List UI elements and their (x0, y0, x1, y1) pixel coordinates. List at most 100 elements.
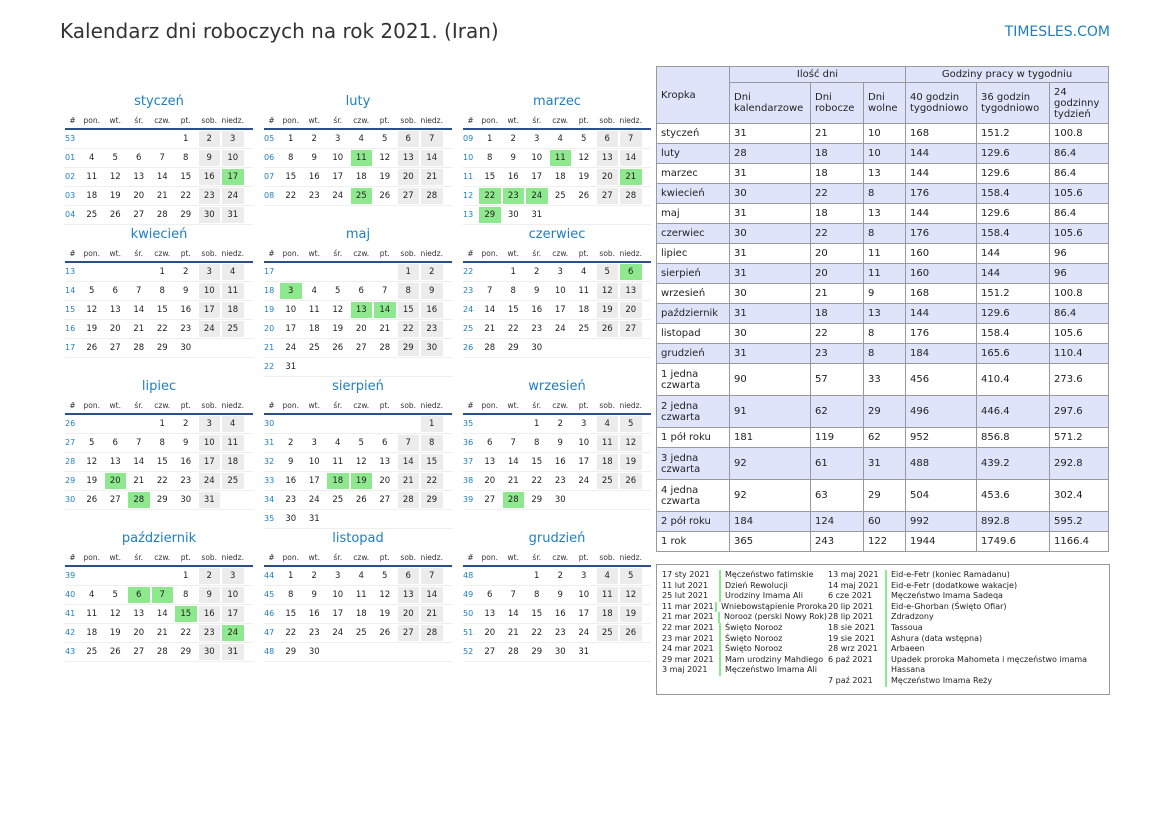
day-cell[interactable]: 9 (198, 587, 220, 603)
day-cell[interactable]: 15 (421, 454, 443, 470)
day-cell[interactable]: 29 (479, 207, 501, 223)
day-cell[interactable]: 1 (534, 419, 540, 429)
day-cell[interactable]: 26 (86, 495, 98, 505)
day-cell[interactable]: 12 (109, 172, 121, 182)
day-cell[interactable]: 30 (554, 495, 566, 505)
day-cell[interactable]: 2 (198, 131, 220, 147)
day-cell[interactable]: 26 (379, 628, 391, 638)
day-cell[interactable]: 17 (308, 476, 320, 486)
day-cell[interactable]: 17 (531, 172, 543, 182)
day-cell[interactable]: 24 (308, 495, 320, 505)
day-cell[interactable]: 30 (180, 343, 192, 353)
day-cell[interactable]: 15 (180, 172, 192, 182)
day-cell[interactable]: 21 (620, 169, 642, 185)
day-cell[interactable]: 22 (156, 324, 168, 334)
day-cell[interactable]: 13 (109, 305, 121, 315)
day-cell[interactable]: 4 (596, 568, 618, 584)
day-cell[interactable]: 16 (554, 609, 566, 619)
day-cell[interactable]: 10 (198, 435, 220, 451)
day-cell[interactable]: 4 (335, 438, 341, 448)
day-cell[interactable]: 11 (355, 590, 367, 600)
day-cell[interactable]: 24 (285, 343, 297, 353)
day-cell[interactable]: 11 (86, 609, 98, 619)
day-cell[interactable]: 18 (554, 172, 566, 182)
day-cell[interactable]: 29 (507, 343, 519, 353)
day-cell[interactable]: 18 (222, 454, 244, 470)
day-cell[interactable]: 26 (379, 191, 391, 201)
day-cell[interactable]: 5 (620, 416, 642, 432)
day-cell[interactable]: 28 (133, 343, 145, 353)
day-cell[interactable]: 22 (421, 473, 443, 489)
day-cell[interactable]: 6 (487, 438, 493, 448)
day-cell[interactable]: 20 (484, 628, 496, 638)
day-cell[interactable]: 29 (531, 647, 543, 657)
day-cell[interactable]: 12 (86, 457, 98, 467)
day-cell[interactable]: 19 (109, 191, 121, 201)
day-cell[interactable]: 7 (151, 587, 173, 603)
day-cell[interactable]: 16 (554, 457, 566, 467)
day-cell[interactable]: 18 (222, 302, 244, 318)
day-cell[interactable]: 5 (112, 590, 118, 600)
day-cell[interactable]: 5 (89, 438, 95, 448)
day-cell[interactable]: 27 (397, 188, 419, 204)
day-cell[interactable]: 11 (86, 172, 98, 182)
day-cell[interactable]: 7 (510, 590, 516, 600)
day-cell[interactable]: 11 (549, 150, 571, 166)
day-cell[interactable]: 3 (222, 131, 244, 147)
day-cell[interactable]: 4 (311, 286, 317, 296)
day-cell[interactable]: 29 (180, 210, 192, 220)
day-cell[interactable]: 9 (557, 438, 563, 448)
day-cell[interactable]: 6 (397, 131, 419, 147)
day-cell[interactable]: 3 (198, 264, 220, 280)
day-cell[interactable]: 19 (332, 324, 344, 334)
day-cell[interactable]: 22 (180, 191, 192, 201)
day-cell[interactable]: 31 (222, 207, 244, 223)
day-cell[interactable]: 7 (421, 568, 443, 584)
day-cell[interactable]: 23 (198, 188, 220, 204)
day-cell[interactable]: 31 (285, 362, 297, 372)
day-cell[interactable]: 5 (620, 568, 642, 584)
day-cell[interactable]: 22 (507, 324, 519, 334)
day-cell[interactable]: 7 (136, 438, 142, 448)
day-cell[interactable]: 20 (484, 476, 496, 486)
day-cell[interactable]: 19 (620, 606, 642, 622)
day-cell[interactable]: 4 (581, 267, 587, 277)
day-cell[interactable]: 27 (620, 321, 642, 337)
day-cell[interactable]: 19 (379, 172, 391, 182)
day-cell[interactable]: 4 (596, 416, 618, 432)
day-cell[interactable]: 21 (156, 191, 168, 201)
day-cell[interactable]: 20 (355, 324, 367, 334)
day-cell[interactable]: 10 (554, 286, 566, 296)
day-cell[interactable]: 29 (397, 340, 419, 356)
day-cell[interactable]: 18 (308, 324, 320, 334)
day-cell[interactable]: 7 (382, 286, 388, 296)
day-cell[interactable]: 24 (554, 324, 566, 334)
day-cell[interactable]: 24 (578, 476, 590, 486)
day-cell[interactable]: 16 (421, 302, 443, 318)
day-cell[interactable]: 17 (578, 609, 590, 619)
day-cell[interactable]: 6 (596, 131, 618, 147)
day-cell[interactable]: 2 (557, 571, 563, 581)
day-cell[interactable]: 17 (198, 454, 220, 470)
day-cell[interactable]: 5 (112, 153, 118, 163)
day-cell[interactable]: 14 (156, 609, 168, 619)
day-cell[interactable]: 16 (285, 476, 297, 486)
day-cell[interactable]: 25 (222, 321, 244, 337)
day-cell[interactable]: 3 (581, 571, 587, 581)
day-cell[interactable]: 8 (534, 590, 540, 600)
day-cell[interactable]: 1 (397, 264, 419, 280)
day-cell[interactable]: 4 (358, 134, 364, 144)
day-cell[interactable]: 5 (358, 438, 364, 448)
day-cell[interactable]: 12 (596, 283, 618, 299)
day-cell[interactable]: 15 (531, 457, 543, 467)
day-cell[interactable]: 1 (183, 134, 189, 144)
day-cell[interactable]: 9 (288, 457, 294, 467)
day-cell[interactable]: 20 (133, 191, 145, 201)
day-cell[interactable]: 10 (285, 305, 297, 315)
day-cell[interactable]: 19 (86, 476, 98, 486)
day-cell[interactable]: 6 (112, 286, 118, 296)
day-cell[interactable]: 2 (288, 438, 294, 448)
day-cell[interactable]: 26 (620, 625, 642, 641)
day-cell[interactable]: 18 (355, 609, 367, 619)
day-cell[interactable]: 14 (374, 302, 396, 318)
